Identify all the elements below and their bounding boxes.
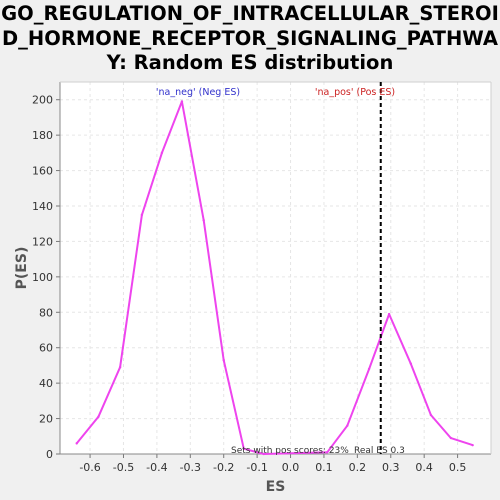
- data-point: [242, 447, 245, 450]
- pos-scores-text: Sets with pos scores: 23%: [231, 446, 349, 456]
- y-tick-label: 60: [39, 342, 53, 355]
- chart-title: GO_REGULATION_OF_INTRACELLULAR_STEROI D_…: [0, 2, 500, 76]
- data-point: [367, 367, 371, 371]
- data-point: [97, 415, 100, 418]
- data-point: [449, 436, 453, 440]
- data-point: [75, 442, 78, 445]
- data-point: [346, 424, 349, 427]
- y-tick-label: 180: [32, 129, 53, 142]
- data-point: [429, 413, 433, 417]
- y-tick-label: 20: [39, 413, 53, 426]
- neg-es-label: 'na_neg' (Neg ES): [156, 87, 240, 98]
- y-tick-label: 80: [39, 306, 53, 319]
- x-tick-label: -0.2: [213, 461, 234, 474]
- x-tick-label: -0.5: [113, 461, 134, 474]
- series-layer: [75, 100, 474, 456]
- y-tick-label: 40: [39, 377, 53, 390]
- x-tick-label: 0.5: [449, 461, 467, 474]
- x-tick-labels: -0.6 -0.5 -0.4 -0.3 -0.2 -0.1 0.0 0.1 0.2 0.3 0.4 0…: [79, 461, 466, 474]
- data-point: [118, 366, 122, 369]
- data-point: [180, 100, 184, 103]
- x-tick-label: 0.0: [282, 461, 300, 474]
- plot-area: [60, 82, 491, 454]
- data-point: [262, 452, 266, 456]
- chart-title-line-1: GO_REGULATION_OF_INTRACELLULAR_STEROI: [1, 2, 499, 25]
- y-axis-title: P(ES): [14, 247, 30, 290]
- data-point: [409, 362, 413, 365]
- data-point: [222, 358, 225, 362]
- y-tick-labels: 0 20 40 60 80 100 120 140 160 180 200: [32, 94, 53, 461]
- series-line: [75, 100, 473, 455]
- data-point: [471, 443, 474, 447]
- data-point: [140, 213, 144, 217]
- chart-title-line-3: Y: Random ES distribution: [106, 51, 394, 74]
- axes: ES P(ES): [14, 81, 492, 495]
- x-tick-label: -0.6: [79, 461, 100, 474]
- x-axis-title: ES: [266, 479, 286, 495]
- x-tick-label: -0.1: [246, 461, 267, 474]
- x-tick-label: 0.2: [349, 461, 367, 474]
- data-point: [202, 218, 205, 222]
- x-tick-label: 0.4: [415, 461, 433, 474]
- x-tick-label: -0.3: [180, 461, 201, 474]
- data-point: [160, 151, 164, 155]
- x-tick-label: -0.4: [146, 461, 167, 474]
- x-tick-label: 0.3: [382, 461, 400, 474]
- data-point: [387, 312, 391, 316]
- pos-es-label: 'na_pos' (Pos ES): [315, 87, 395, 98]
- y-tick-label: 120: [32, 235, 53, 248]
- grid-lines: [60, 82, 491, 455]
- y-tick-label: 200: [32, 94, 53, 107]
- y-tick-label: 0: [46, 448, 53, 461]
- y-tick-label: 160: [32, 165, 53, 178]
- x-tick-label: 0.1: [315, 461, 333, 474]
- data-point: [326, 451, 329, 454]
- real-es-text: Real ES 0.3: [354, 446, 405, 456]
- y-tick-label: 100: [32, 271, 53, 284]
- chart-title-line-2: D_HORMONE_RECEPTOR_SIGNALING_PATHWA: [1, 26, 499, 50]
- y-tick-label: 140: [32, 200, 53, 213]
- annotations: 'na_neg' (Neg ES) 'na_pos' (Pos ES) Sets w…: [156, 82, 405, 456]
